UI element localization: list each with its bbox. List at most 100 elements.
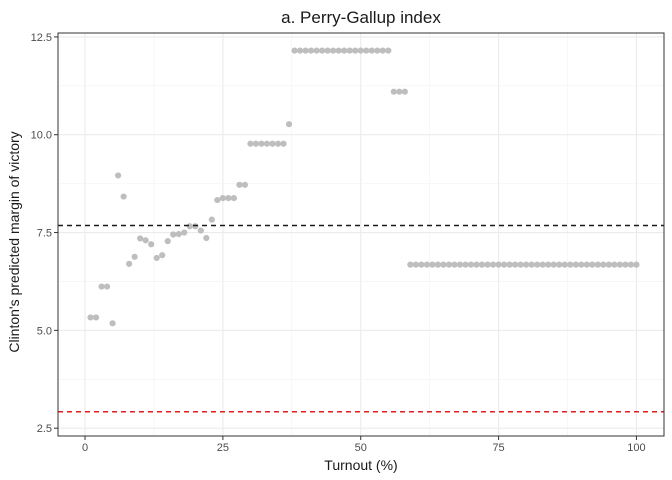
data-point xyxy=(203,234,210,242)
data-point xyxy=(324,47,331,54)
data-point xyxy=(467,261,475,268)
x-tick-label: 25 xyxy=(217,442,229,454)
data-point xyxy=(241,181,249,188)
data-point xyxy=(98,283,105,290)
data-point xyxy=(153,254,160,262)
data-point xyxy=(263,140,271,147)
y-tick-label: 10.0 xyxy=(31,130,52,142)
data-point xyxy=(600,261,607,268)
grid-lines xyxy=(58,33,664,436)
data-point xyxy=(396,88,403,95)
data-point xyxy=(296,47,304,54)
data-point xyxy=(429,261,436,268)
data-point xyxy=(269,140,276,147)
x-axis-label: Turnout (%) xyxy=(324,457,397,473)
chart-title: a. Perry-Gallup index xyxy=(281,8,441,27)
data-point xyxy=(567,261,574,268)
data-point xyxy=(550,261,557,268)
data-point xyxy=(500,261,508,268)
data-point xyxy=(335,47,342,54)
y-tick-label: 12.5 xyxy=(31,32,52,44)
data-point xyxy=(616,261,623,268)
data-point xyxy=(363,47,370,54)
y-axis-ticks: 2.5 5.0 7.5 10.0 12.5 xyxy=(31,32,58,435)
data-point xyxy=(103,283,111,290)
data-point xyxy=(357,47,364,54)
data-point xyxy=(556,261,563,268)
data-point xyxy=(192,223,199,230)
x-tick-label: 50 xyxy=(355,442,367,454)
data-point xyxy=(611,261,618,268)
data-point xyxy=(247,140,254,147)
x-tick-label: 75 xyxy=(492,442,504,454)
y-tick-label: 5.0 xyxy=(37,325,52,337)
data-point xyxy=(164,238,171,245)
data-point xyxy=(197,227,204,234)
data-point xyxy=(561,261,568,268)
data-point xyxy=(109,320,116,327)
reference-lines xyxy=(58,224,664,413)
data-point xyxy=(87,314,94,321)
data-point xyxy=(633,261,640,268)
data-point xyxy=(142,237,149,244)
y-tick-label: 2.5 xyxy=(37,423,52,435)
data-point xyxy=(445,261,453,268)
data-point xyxy=(456,261,464,268)
data-point xyxy=(379,47,386,54)
data-point xyxy=(186,223,193,230)
data-point xyxy=(291,47,298,54)
data-point xyxy=(545,261,552,268)
data-point xyxy=(214,196,221,204)
data-points xyxy=(87,47,640,327)
data-point xyxy=(181,229,188,236)
data-point xyxy=(341,47,348,54)
data-point xyxy=(159,252,166,259)
data-point xyxy=(274,140,282,147)
data-point xyxy=(605,261,612,268)
data-point xyxy=(534,261,541,268)
data-point xyxy=(418,261,425,268)
data-point xyxy=(583,261,590,268)
data-point xyxy=(495,261,502,268)
data-point xyxy=(374,47,381,54)
data-point xyxy=(506,261,513,268)
data-point xyxy=(489,261,497,268)
data-point xyxy=(368,47,375,54)
data-point xyxy=(539,261,546,268)
data-point xyxy=(115,172,122,179)
data-point xyxy=(594,261,601,268)
data-point xyxy=(390,88,397,95)
data-point xyxy=(148,241,155,248)
data-point xyxy=(440,261,447,268)
data-point xyxy=(307,47,315,54)
data-point xyxy=(131,253,138,260)
data-point xyxy=(230,195,237,202)
data-point xyxy=(346,47,353,54)
data-point xyxy=(225,195,232,202)
data-point xyxy=(280,140,287,147)
data-point xyxy=(319,47,326,54)
data-point xyxy=(92,314,100,321)
x-axis-ticks: 0 25 50 75 100 xyxy=(82,436,646,454)
y-tick-label: 7.5 xyxy=(37,228,52,240)
data-point xyxy=(528,261,535,268)
data-point xyxy=(352,47,359,54)
data-point xyxy=(313,47,320,54)
data-point xyxy=(219,195,226,202)
data-point xyxy=(589,261,596,268)
data-point xyxy=(473,261,480,268)
data-point xyxy=(627,261,635,268)
x-tick-label: 100 xyxy=(627,442,645,454)
data-point xyxy=(208,216,215,223)
data-point xyxy=(258,140,265,147)
data-point xyxy=(120,193,127,200)
y-axis-label: Clinton's predicted margin of victory xyxy=(6,131,22,352)
data-point xyxy=(572,261,579,268)
data-point xyxy=(523,261,530,268)
data-point xyxy=(170,231,177,238)
data-point xyxy=(478,261,486,268)
data-point xyxy=(175,231,182,238)
data-point xyxy=(622,261,629,268)
data-point xyxy=(137,235,144,242)
